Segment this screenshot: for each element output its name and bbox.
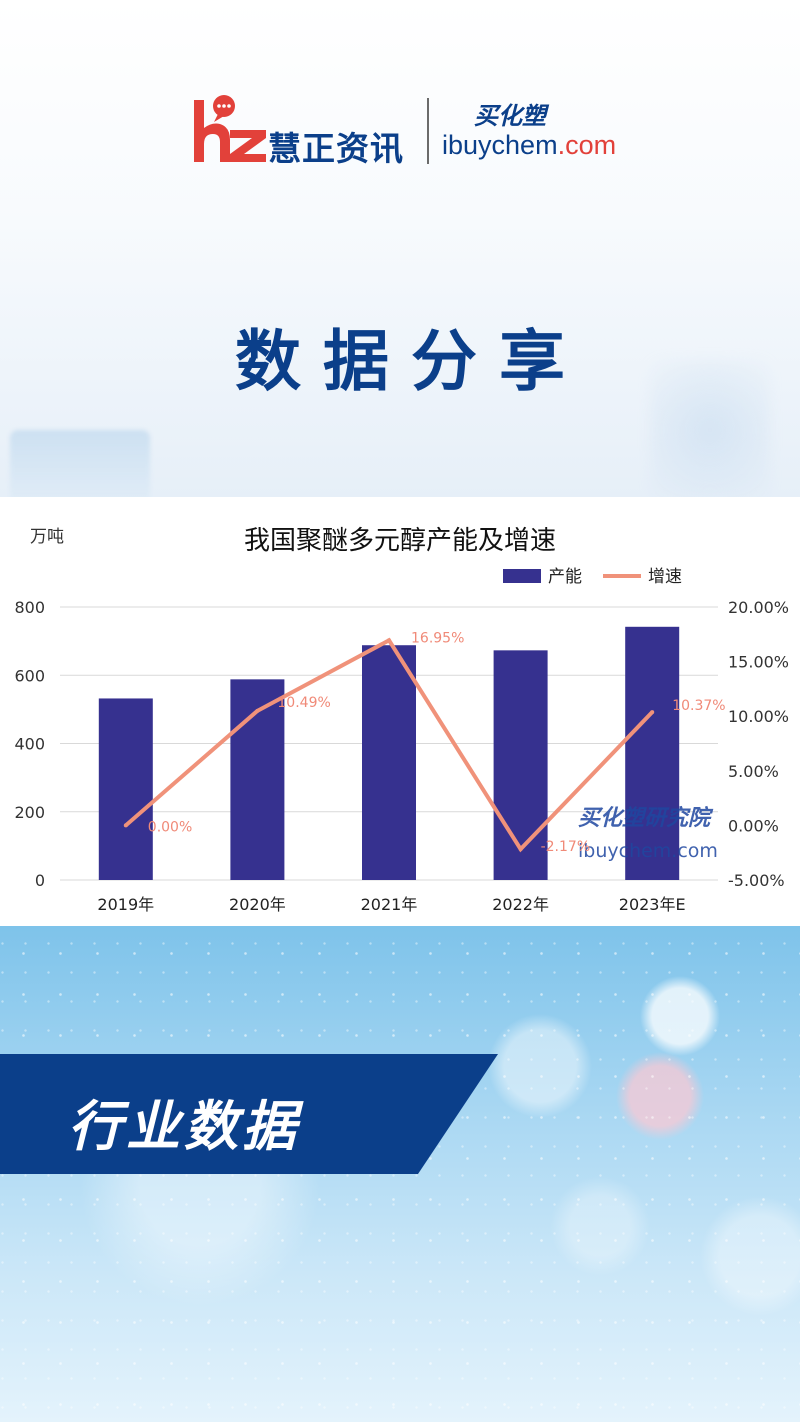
banner-text: 行业数据 (68, 1095, 300, 1158)
capacity-chart: 我国聚醚多元醇产能及增速 万吨 0 200 400 600 800 -5.00% 0.00% 5.… (14, 526, 789, 914)
growth-data-label: 0.00% (148, 819, 192, 835)
sparkle-overlay (0, 926, 800, 1422)
y-right-tick-label: 20.00% (728, 598, 789, 617)
x-tick-label: 2020年 (229, 895, 286, 914)
y-right-tick-label: 0.00% (728, 816, 779, 835)
growth-point (518, 847, 523, 852)
growth-data-label: -2.17% (541, 839, 591, 855)
growth-point (255, 708, 260, 713)
growth-point (123, 823, 128, 828)
logo-url-tld: .com (557, 130, 617, 160)
logo-url: ibuychem.com (442, 130, 616, 161)
growth-data-label: 10.37% (672, 698, 725, 714)
bar-capacity (98, 698, 153, 880)
y-right-tick-label: 15.00% (728, 653, 789, 672)
growth-data-label: 10.49% (277, 695, 330, 711)
page-title: 数据分享 (235, 323, 587, 400)
bar-capacity (362, 645, 416, 880)
top-background (0, 0, 800, 500)
chart-panel: 我国聚醚多元醇产能及增速 万吨 0 200 400 600 800 -5.00% 0.00% 5.… (0, 497, 800, 926)
x-tick-label: 2021年 (361, 895, 418, 914)
brand-logo: 慧正资讯 买化塑 ibuychem.com (190, 92, 620, 172)
x-tick-label: 2023年E (619, 895, 686, 914)
y-left-tick-label: 200 (14, 803, 45, 822)
bar-capacity (625, 626, 680, 880)
legend-label-capacity: 产能 (548, 567, 582, 587)
hz-logo-icon (194, 95, 266, 162)
legend-label-growth: 增速 (648, 567, 682, 587)
logo-name: 慧正资讯 (268, 129, 404, 168)
y-right-tick-label: 5.00% (728, 762, 779, 781)
flask-decoration (10, 430, 150, 500)
x-tick-label: 2022年 (492, 895, 549, 914)
x-tick-label: 2019年 (97, 895, 154, 914)
y-right-tick-label: 10.00% (728, 707, 789, 726)
chart-title: 我国聚醚多元醇产能及增速 (244, 526, 556, 556)
y-axis-unit-label: 万吨 (30, 527, 64, 547)
growth-data-label: 16.95% (411, 630, 464, 646)
growth-point (650, 710, 655, 715)
bar-capacity (493, 650, 548, 880)
glassware-decoration (650, 360, 770, 500)
y-left-tick-label: 0 (35, 871, 45, 890)
watermark-cn: 买化塑研究院 (578, 805, 714, 831)
growth-point (387, 638, 391, 643)
watermark-url: ibuychem.com (578, 840, 718, 862)
y-left-tick-label: 400 (14, 735, 45, 754)
legend-swatch-capacity (503, 569, 541, 583)
y-left-tick-label: 600 (14, 666, 45, 685)
banner-shape (0, 1054, 498, 1174)
logo-url-main: ibuychem (442, 130, 558, 160)
y-left-tick-label: 800 (14, 598, 45, 617)
logo-divider (427, 98, 429, 164)
y-right-tick-label: -5.00% (728, 871, 785, 890)
logo-brand: 买化塑 (474, 102, 546, 130)
